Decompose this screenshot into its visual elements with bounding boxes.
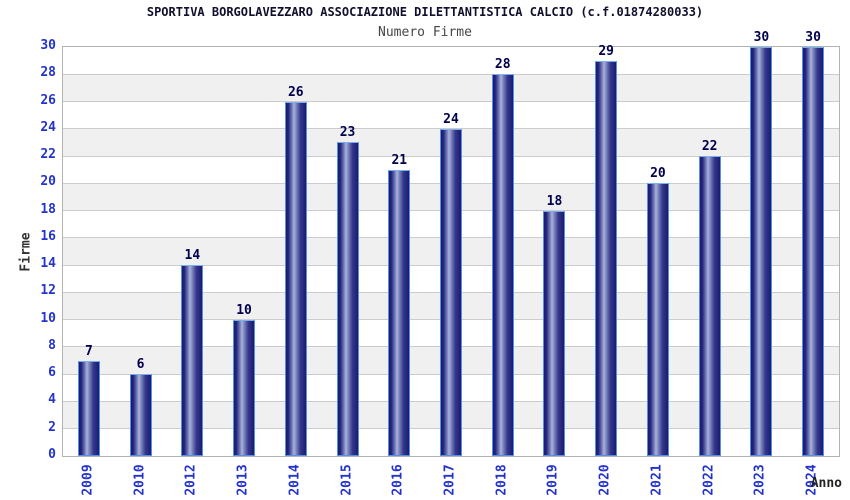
bar-value-label: 26 xyxy=(287,84,304,100)
bar-2019 xyxy=(543,210,566,456)
y-axis-tick-labels: 30 28 26 24 22 20 18 16 14 12 10 8 6 4 2 0 xyxy=(0,38,56,462)
bar-value-label: 21 xyxy=(391,152,408,168)
y-tick-label: 12 xyxy=(40,283,56,299)
bar-value-label: 28 xyxy=(494,57,511,73)
y-tick-label: 16 xyxy=(40,228,56,244)
x-tick-label: 2021 xyxy=(649,464,665,496)
x-axis-tick-labels: 2009 2010 2012 2013 2014 2015 2016 2017 2018 2019… xyxy=(62,455,838,500)
bar-value-label: 7 xyxy=(84,343,93,359)
bar-2015 xyxy=(336,142,359,456)
grid-band xyxy=(63,47,839,75)
y-tick-label: 24 xyxy=(40,119,56,135)
y-tick-label: 30 xyxy=(40,38,56,53)
x-tick-label: 2018 xyxy=(494,464,510,496)
y-tick-label: 0 xyxy=(48,447,56,462)
y-tick-label: 6 xyxy=(48,365,56,381)
bar-2022 xyxy=(698,156,721,456)
bar-2013 xyxy=(233,319,256,456)
bar-value-label: 23 xyxy=(339,125,356,141)
y-tick-label: 10 xyxy=(40,310,56,326)
bar-2024 xyxy=(802,47,825,456)
bar-2010 xyxy=(129,374,152,456)
bar-value-label: 10 xyxy=(236,302,252,318)
x-tick-label: 2022 xyxy=(701,464,717,496)
bar-2009 xyxy=(77,360,100,456)
bar-2017 xyxy=(440,128,462,456)
bar-2018 xyxy=(491,74,514,456)
x-tick-label: 2016 xyxy=(390,464,406,496)
y-tick-label: 18 xyxy=(40,201,56,217)
plot-area: 7 6 14 10 26 23 21 24 28 18 29 20 22 30 30 xyxy=(62,30,840,457)
bar-2023 xyxy=(750,47,773,456)
bar-value-label: 18 xyxy=(546,193,563,209)
bar-value-label: 14 xyxy=(184,248,201,264)
grid-band xyxy=(63,101,839,129)
bar-2021 xyxy=(646,183,669,456)
bar-value-label: 20 xyxy=(650,166,666,182)
y-tick-label: 20 xyxy=(40,174,56,190)
y-tick-label: 8 xyxy=(48,337,56,353)
bar-value-label: 24 xyxy=(443,111,459,127)
y-tick-label: 4 xyxy=(48,392,56,408)
grid-band xyxy=(63,74,839,102)
y-tick-label: 26 xyxy=(40,92,56,108)
bar-2016 xyxy=(388,169,411,456)
x-tick-label: 2013 xyxy=(235,464,251,496)
bar-2020 xyxy=(595,60,618,456)
gridline xyxy=(63,101,839,103)
bar-2012 xyxy=(181,265,204,456)
x-tick-label: 2020 xyxy=(597,464,613,496)
bar-value-label: 22 xyxy=(701,139,718,155)
bar-value-label: 30 xyxy=(753,30,770,45)
y-tick-label: 2 xyxy=(48,419,56,435)
chart-subtitle: Numero Firme xyxy=(378,25,472,40)
x-tick-label: 2010 xyxy=(132,464,148,496)
x-tick-label: 2014 xyxy=(287,464,303,496)
bar-value-label: 29 xyxy=(598,43,615,59)
x-tick-label: 2015 xyxy=(339,464,355,496)
chart-title: SPORTIVA BORGOLAVEZZARO ASSOCIAZIONE DIL… xyxy=(146,5,704,19)
y-tick-label: 14 xyxy=(40,256,56,272)
y-tick-label: 22 xyxy=(40,147,56,163)
bar-value-label: 30 xyxy=(805,30,821,45)
x-tick-label: 2012 xyxy=(183,464,199,496)
bar-2014 xyxy=(284,101,307,456)
y-tick-label: 28 xyxy=(40,65,56,81)
x-tick-label: 2023 xyxy=(752,464,768,496)
x-tick-label: 2017 xyxy=(442,464,458,496)
x-axis-title: Anno xyxy=(810,476,842,491)
x-tick-label: 2019 xyxy=(545,464,561,496)
gridline xyxy=(63,73,839,75)
bar-value-label: 6 xyxy=(136,357,145,373)
x-tick-label: 2009 xyxy=(80,464,96,496)
